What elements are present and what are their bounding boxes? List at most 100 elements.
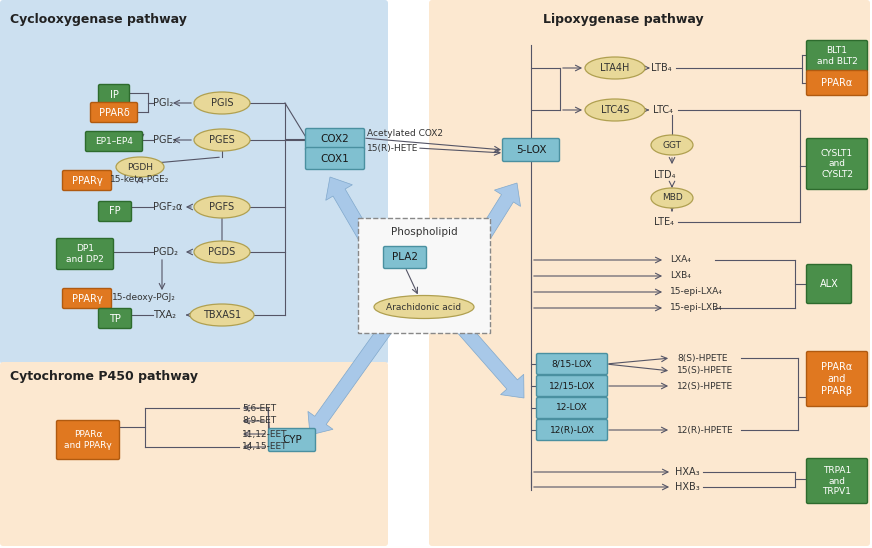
Text: HXA₃: HXA₃ bbox=[675, 467, 699, 477]
Ellipse shape bbox=[116, 157, 164, 177]
FancyBboxPatch shape bbox=[536, 397, 608, 419]
Text: 11,12-EET: 11,12-EET bbox=[242, 430, 288, 438]
Text: 15(R)-HETE: 15(R)-HETE bbox=[367, 144, 419, 152]
Text: 12-LOX: 12-LOX bbox=[556, 403, 588, 413]
FancyBboxPatch shape bbox=[807, 265, 851, 304]
Text: 15-epi-LXA₄: 15-epi-LXA₄ bbox=[670, 288, 723, 296]
Text: 12(R)-LOX: 12(R)-LOX bbox=[549, 425, 595, 435]
FancyBboxPatch shape bbox=[807, 351, 868, 407]
FancyBboxPatch shape bbox=[807, 459, 868, 504]
Text: FP: FP bbox=[109, 207, 121, 216]
Text: TRPA1
and
TRPV1: TRPA1 and TRPV1 bbox=[822, 466, 851, 496]
Text: PGES: PGES bbox=[209, 135, 235, 145]
Ellipse shape bbox=[585, 99, 645, 121]
Text: PPARα
and PPARγ: PPARα and PPARγ bbox=[65, 430, 112, 450]
FancyBboxPatch shape bbox=[99, 84, 130, 105]
Text: DP1
and DP2: DP1 and DP2 bbox=[66, 244, 104, 264]
Text: MBD: MBD bbox=[662, 193, 683, 203]
FancyBboxPatch shape bbox=[305, 147, 364, 169]
Text: 15(S)-HPETE: 15(S)-HPETE bbox=[677, 367, 733, 375]
FancyBboxPatch shape bbox=[358, 218, 490, 333]
FancyBboxPatch shape bbox=[57, 420, 119, 460]
Ellipse shape bbox=[194, 92, 250, 114]
Text: LTA4H: LTA4H bbox=[600, 63, 630, 73]
Text: 5-LOX: 5-LOX bbox=[515, 145, 546, 155]
Text: Phospholipid: Phospholipid bbox=[391, 227, 457, 237]
FancyBboxPatch shape bbox=[536, 420, 608, 441]
Ellipse shape bbox=[194, 241, 250, 263]
Text: 15-deoxy-PGJ₂: 15-deoxy-PGJ₂ bbox=[112, 294, 176, 302]
FancyArrow shape bbox=[441, 183, 521, 299]
Text: LTC₄: LTC₄ bbox=[653, 105, 673, 115]
FancyBboxPatch shape bbox=[536, 353, 608, 374]
Text: PGF₂α: PGF₂α bbox=[153, 202, 182, 212]
Text: PGFS: PGFS bbox=[209, 202, 235, 212]
Text: LTD₄: LTD₄ bbox=[654, 170, 676, 180]
Text: CYP: CYP bbox=[283, 435, 302, 445]
Text: LXA₄: LXA₄ bbox=[670, 255, 691, 265]
Text: CYSLT1
and
CYSLT2: CYSLT1 and CYSLT2 bbox=[821, 149, 853, 179]
Text: LXB₄: LXB₄ bbox=[670, 271, 691, 281]
Text: GGT: GGT bbox=[663, 140, 682, 150]
Text: LTB₄: LTB₄ bbox=[651, 63, 671, 73]
FancyArrow shape bbox=[446, 311, 524, 398]
Ellipse shape bbox=[374, 295, 474, 318]
FancyBboxPatch shape bbox=[305, 128, 364, 151]
Text: 12/15-LOX: 12/15-LOX bbox=[548, 381, 595, 391]
Text: TBXAS1: TBXAS1 bbox=[203, 310, 241, 320]
Text: 15-keto-PGE₂: 15-keto-PGE₂ bbox=[110, 175, 169, 185]
Text: PGD₂: PGD₂ bbox=[153, 247, 178, 257]
Ellipse shape bbox=[194, 129, 250, 151]
Text: HXB₃: HXB₃ bbox=[675, 482, 699, 492]
Text: PGDH: PGDH bbox=[127, 163, 153, 172]
FancyArrow shape bbox=[326, 177, 406, 300]
Ellipse shape bbox=[194, 196, 250, 218]
Text: PPARα
and
PPARβ: PPARα and PPARβ bbox=[821, 362, 853, 396]
FancyBboxPatch shape bbox=[384, 247, 426, 269]
Text: IP: IP bbox=[110, 89, 119, 100]
Ellipse shape bbox=[190, 304, 254, 326]
Text: BLT1
and BLT2: BLT1 and BLT2 bbox=[816, 46, 857, 66]
FancyBboxPatch shape bbox=[63, 288, 112, 309]
Text: Acetylated COX2: Acetylated COX2 bbox=[367, 128, 443, 138]
Text: EP1–EP4: EP1–EP4 bbox=[95, 137, 133, 146]
Text: LTE₄: LTE₄ bbox=[654, 217, 674, 227]
FancyBboxPatch shape bbox=[85, 132, 142, 151]
Text: 15-epi-LXB₄: 15-epi-LXB₄ bbox=[670, 304, 723, 312]
Text: PPARδ: PPARδ bbox=[99, 107, 129, 117]
Text: PPARγ: PPARγ bbox=[72, 294, 102, 304]
FancyBboxPatch shape bbox=[807, 41, 868, 71]
Text: Lipoxygenase pathway: Lipoxygenase pathway bbox=[543, 13, 704, 26]
Text: Cyclooxygenase pathway: Cyclooxygenase pathway bbox=[10, 13, 187, 26]
Text: COX2: COX2 bbox=[321, 134, 350, 145]
FancyBboxPatch shape bbox=[99, 202, 132, 221]
Text: PLA2: PLA2 bbox=[392, 253, 418, 262]
FancyBboxPatch shape bbox=[429, 0, 870, 546]
Text: 5,6-EET: 5,6-EET bbox=[242, 403, 276, 413]
Text: PPARγ: PPARγ bbox=[72, 175, 102, 186]
Ellipse shape bbox=[651, 135, 693, 155]
FancyBboxPatch shape bbox=[99, 309, 132, 328]
FancyBboxPatch shape bbox=[502, 139, 560, 162]
FancyArrow shape bbox=[308, 312, 401, 435]
Text: TP: TP bbox=[109, 313, 121, 323]
Text: PGI₂: PGI₂ bbox=[153, 98, 174, 108]
Text: 8,9-EET: 8,9-EET bbox=[242, 416, 276, 425]
Text: PGE₂: PGE₂ bbox=[153, 135, 176, 145]
Text: TXA₂: TXA₂ bbox=[153, 310, 176, 320]
Text: LTC4S: LTC4S bbox=[601, 105, 630, 115]
FancyBboxPatch shape bbox=[0, 362, 388, 546]
Text: PGIS: PGIS bbox=[211, 98, 233, 108]
Ellipse shape bbox=[651, 188, 693, 208]
FancyBboxPatch shape bbox=[91, 102, 138, 123]
FancyBboxPatch shape bbox=[57, 238, 113, 270]
FancyBboxPatch shape bbox=[807, 71, 868, 95]
Text: Arachidonic acid: Arachidonic acid bbox=[386, 302, 461, 311]
Text: 8(S)-HPETE: 8(S)-HPETE bbox=[677, 353, 727, 362]
Ellipse shape bbox=[585, 57, 645, 79]
Text: 12(R)-HPETE: 12(R)-HPETE bbox=[677, 425, 733, 435]
FancyBboxPatch shape bbox=[536, 375, 608, 397]
Text: 12(S)-HPETE: 12(S)-HPETE bbox=[677, 381, 733, 391]
Text: PGDS: PGDS bbox=[208, 247, 235, 257]
Text: 14,15-EET: 14,15-EET bbox=[242, 442, 288, 452]
